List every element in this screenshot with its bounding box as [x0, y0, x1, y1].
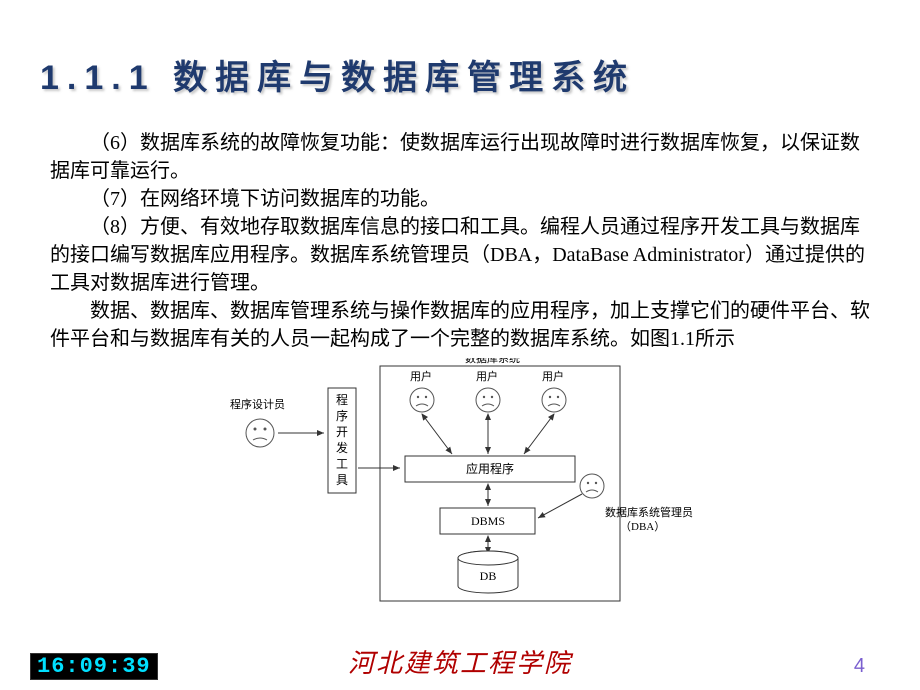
paragraph-summary: 数据、数据库、数据库管理系统与操作数据库的应用程序，加上支撑它们的硬件平台、软件…: [50, 297, 870, 353]
programmer-label: 程序设计员: [230, 397, 285, 411]
db-system-diagram: 数据库系统 程序设计员 程 序 开 发 工 具 用户 用户 用户: [210, 358, 710, 608]
footer: 16:09:39 河北建筑工程学院 4: [0, 650, 920, 680]
svg-text:用户: 用户: [542, 369, 564, 383]
app-label: 应用程序: [466, 461, 514, 476]
svg-text:DB: DB: [480, 569, 497, 583]
system-label: 数据库系统: [465, 358, 520, 365]
paragraph-6: （6）数据库系统的故障恢复功能：使数据库运行出现故障时进行数据库恢复，以保证数据…: [50, 129, 870, 185]
dbms-label: DBMS: [471, 514, 505, 528]
page-title: 1.1.1 数据库与数据库管理系统: [0, 0, 920, 109]
page-number: 4: [854, 655, 865, 678]
devtool-label-1: 程: [336, 392, 348, 407]
devtool-label-2: 序: [336, 408, 348, 423]
programmer-face-icon: [246, 419, 274, 447]
svg-text:用户: 用户: [410, 369, 432, 383]
devtool-label-4: 发: [336, 440, 348, 455]
paragraph-8: （8）方便、有效地存取数据库信息的接口和工具。编程人员通过程序开发工具与数据库的…: [50, 213, 870, 297]
dba-label-1: 数据库系统管理员: [605, 505, 693, 519]
paragraph-7: （7）在网络环境下访问数据库的功能。: [50, 185, 870, 213]
devtool-label-6: 具: [336, 473, 348, 487]
dba-label-2: （DBA）: [620, 520, 665, 533]
db-cylinder: DB: [458, 551, 518, 593]
clock-display: 16:09:39: [30, 653, 158, 680]
school-name: 河北建筑工程学院: [348, 643, 572, 680]
body-text: （6）数据库系统的故障恢复功能：使数据库运行出现故障时进行数据库恢复，以保证数据…: [0, 109, 920, 353]
devtool-label-5: 工: [336, 457, 348, 471]
svg-text:用户: 用户: [476, 369, 498, 383]
devtool-label-3: 开: [336, 425, 348, 439]
